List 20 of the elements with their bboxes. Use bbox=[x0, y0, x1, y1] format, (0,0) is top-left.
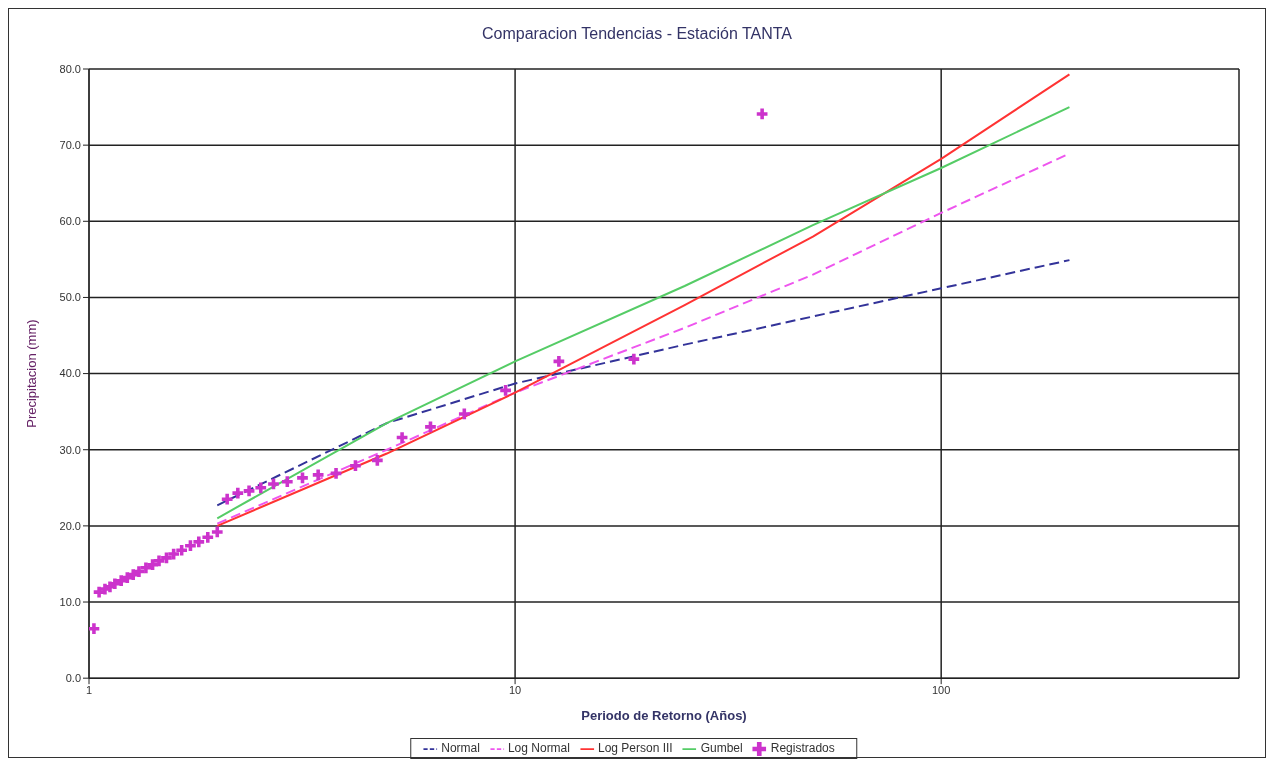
y-tick-label: 70.0 bbox=[59, 139, 81, 152]
x-tick-label: 100 bbox=[932, 683, 951, 696]
legend-label: Normal bbox=[441, 741, 480, 756]
legend-label: Gumbel bbox=[700, 741, 743, 756]
y-tick-label: 20.0 bbox=[59, 519, 81, 532]
legend-label: Log Person III bbox=[597, 741, 673, 756]
y-tick-label: 0.0 bbox=[65, 672, 81, 685]
x-axis-title: Periodo de Retorno (Años) bbox=[581, 708, 747, 724]
y-tick-label: 60.0 bbox=[59, 215, 81, 228]
y-tick-label: 50.0 bbox=[59, 291, 81, 304]
legend-label: Registrados bbox=[770, 741, 835, 756]
chart-title: Comparacion Tendencias - Estación TANTA bbox=[480, 24, 794, 44]
y-tick-label: 30.0 bbox=[59, 443, 81, 456]
x-tick-label: 10 bbox=[508, 683, 522, 696]
y-tick-label: 10.0 bbox=[59, 595, 81, 608]
legend-label: Log Normal bbox=[507, 741, 570, 756]
y-axis-title: Precipitacion (mm) bbox=[23, 319, 39, 428]
x-tick-label: 1 bbox=[85, 683, 93, 696]
y-tick-label: 40.0 bbox=[59, 367, 81, 380]
y-tick-label: 80.0 bbox=[59, 62, 81, 75]
